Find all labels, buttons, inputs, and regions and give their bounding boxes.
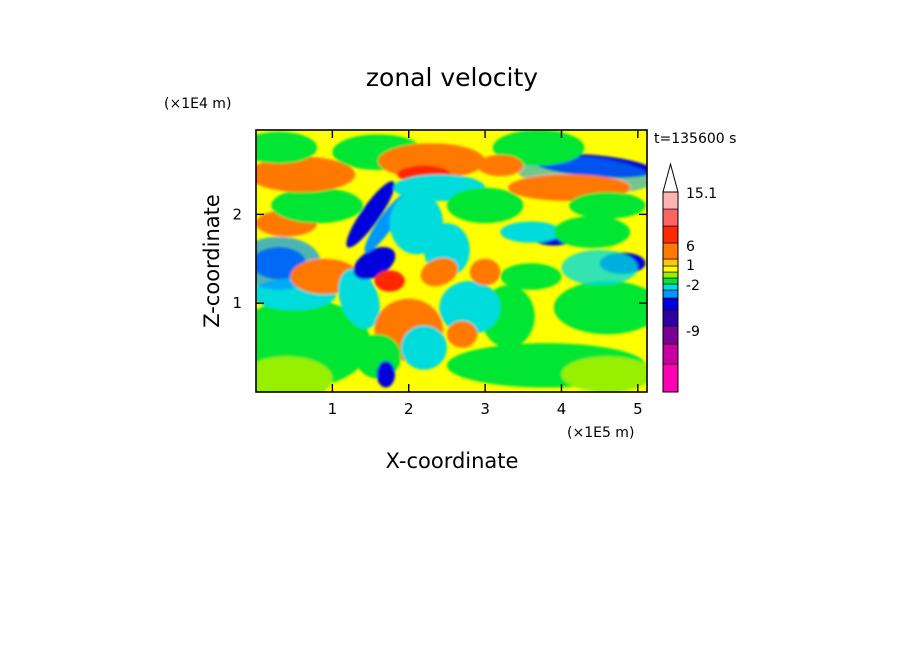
field-patch — [446, 187, 524, 224]
colorbar-segment — [662, 258, 679, 267]
time-label: t=135600 s — [654, 131, 736, 147]
y-axis-title: Z-coordinate — [200, 194, 224, 328]
colorbar-segment — [662, 283, 679, 291]
y-unit-label: (×1E4 m) — [164, 96, 231, 112]
colorbar-segment — [662, 297, 679, 311]
field-patch — [500, 263, 562, 290]
colorbar-segment — [662, 265, 679, 273]
x-tick-label: 5 — [633, 400, 643, 418]
field-patch — [256, 356, 333, 392]
colorbar-segment — [662, 363, 679, 393]
field-patch — [374, 270, 405, 292]
field-patch — [553, 216, 631, 249]
field-patch — [492, 130, 585, 166]
field-patch — [477, 154, 524, 177]
x-tick-label: 4 — [557, 400, 567, 418]
colorbar: 15.1 6 1 -2 -9 — [662, 162, 717, 393]
plot-frame — [255, 129, 648, 393]
colorbar-label: -9 — [686, 324, 700, 340]
field-patch — [420, 257, 458, 287]
colorbar-label: 15.1 — [686, 186, 717, 202]
x-tick-label: 3 — [480, 400, 490, 418]
field-patch — [446, 320, 478, 348]
y-tick-label: 2 — [232, 205, 242, 223]
chart-title: zonal velocity — [366, 63, 538, 92]
x-unit-label: (×1E5 m) — [567, 425, 634, 441]
field-patch — [256, 131, 318, 164]
x-tick-label: 2 — [404, 400, 414, 418]
field-patch — [500, 221, 562, 243]
colorbar-segment — [662, 289, 679, 299]
colorbar-segment — [662, 271, 679, 279]
colorbar-extend-arrow — [662, 162, 679, 193]
colorbar-label: -2 — [686, 278, 700, 294]
y-axis: 12 — [232, 205, 647, 312]
field-patch — [561, 356, 647, 392]
colorbar-segment — [662, 309, 679, 327]
colorbar-label: 1 — [686, 258, 695, 274]
y-tick-label: 1 — [232, 294, 242, 312]
colorbar-segment — [662, 208, 679, 227]
field-patch — [256, 156, 356, 193]
colorbar-label: 6 — [686, 239, 695, 255]
x-axis: 1 2 3 4 5 — [328, 130, 643, 418]
x-tick-label: 1 — [328, 400, 338, 418]
field-patch — [439, 280, 501, 335]
colorbar-segment — [662, 225, 679, 244]
field-patch — [561, 249, 638, 286]
colorbar-segment — [662, 242, 679, 260]
colorbar-segment — [662, 343, 679, 365]
field-patch — [569, 192, 646, 219]
field-patch — [376, 360, 395, 388]
plot-area — [256, 130, 647, 392]
field-patch — [401, 325, 447, 370]
contour-field — [256, 130, 647, 392]
field-patch — [271, 187, 363, 224]
colorbar-segment — [662, 277, 679, 285]
colorbar-segment — [662, 191, 679, 210]
colorbar-segment — [662, 325, 679, 345]
field-patch — [338, 268, 380, 329]
field-patch — [346, 181, 395, 248]
field-patch — [469, 258, 501, 286]
x-axis-title: X-coordinate — [386, 449, 519, 473]
field-patch — [553, 280, 647, 335]
colorbar-frame — [662, 191, 679, 393]
